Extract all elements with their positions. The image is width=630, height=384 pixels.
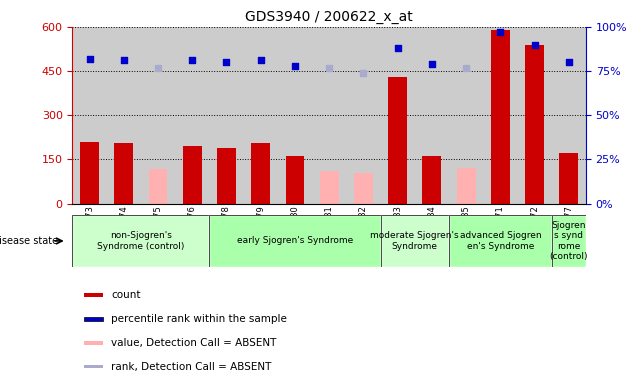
Bar bbox=[354, 174, 373, 204]
Point bbox=[256, 57, 266, 63]
Text: disease state: disease state bbox=[0, 236, 58, 246]
Bar bbox=[449, 215, 552, 267]
Point bbox=[358, 70, 369, 76]
Point bbox=[221, 59, 231, 65]
Bar bbox=[251, 143, 270, 204]
Text: non-Sjogren's
Syndrome (control): non-Sjogren's Syndrome (control) bbox=[97, 231, 185, 251]
Point bbox=[290, 63, 300, 69]
Point bbox=[461, 65, 471, 71]
Bar bbox=[84, 317, 103, 321]
Bar bbox=[84, 341, 103, 345]
Bar bbox=[72, 215, 209, 267]
Point bbox=[495, 29, 505, 35]
Point bbox=[529, 41, 539, 48]
Bar bbox=[217, 147, 236, 204]
Bar bbox=[559, 154, 578, 204]
Bar bbox=[115, 143, 133, 204]
Text: Sjogren
s synd
rome
(control): Sjogren s synd rome (control) bbox=[549, 221, 588, 261]
Bar bbox=[84, 293, 103, 297]
Bar bbox=[423, 156, 441, 204]
Bar bbox=[381, 215, 449, 267]
Text: early Sjogren's Syndrome: early Sjogren's Syndrome bbox=[237, 237, 353, 245]
Bar bbox=[72, 215, 209, 267]
Bar bbox=[381, 215, 449, 267]
Bar bbox=[552, 215, 586, 267]
Bar bbox=[209, 215, 381, 267]
Bar bbox=[388, 77, 407, 204]
Point bbox=[153, 65, 163, 71]
Bar bbox=[285, 156, 304, 204]
Text: count: count bbox=[112, 290, 140, 300]
Bar bbox=[491, 30, 510, 204]
Bar bbox=[552, 215, 586, 267]
Point bbox=[118, 57, 129, 63]
Point bbox=[324, 65, 334, 71]
Point bbox=[427, 61, 437, 67]
Point bbox=[84, 56, 94, 62]
Text: value, Detection Call = ABSENT: value, Detection Call = ABSENT bbox=[112, 338, 277, 348]
Bar bbox=[209, 215, 381, 267]
Point bbox=[564, 59, 574, 65]
Bar bbox=[80, 142, 99, 204]
Text: percentile rank within the sample: percentile rank within the sample bbox=[112, 314, 287, 324]
Bar bbox=[457, 167, 476, 204]
Title: GDS3940 / 200622_x_at: GDS3940 / 200622_x_at bbox=[245, 10, 413, 25]
Text: moderate Sjogren's
Syndrome: moderate Sjogren's Syndrome bbox=[370, 231, 459, 251]
Bar bbox=[449, 215, 552, 267]
Bar bbox=[84, 365, 103, 369]
Text: rank, Detection Call = ABSENT: rank, Detection Call = ABSENT bbox=[112, 362, 272, 372]
Bar bbox=[525, 45, 544, 204]
Point bbox=[187, 57, 197, 63]
Bar bbox=[183, 146, 202, 204]
Text: advanced Sjogren
en's Syndrome: advanced Sjogren en's Syndrome bbox=[459, 231, 541, 251]
Point bbox=[392, 45, 403, 51]
Bar bbox=[149, 169, 168, 204]
Bar bbox=[320, 170, 338, 204]
